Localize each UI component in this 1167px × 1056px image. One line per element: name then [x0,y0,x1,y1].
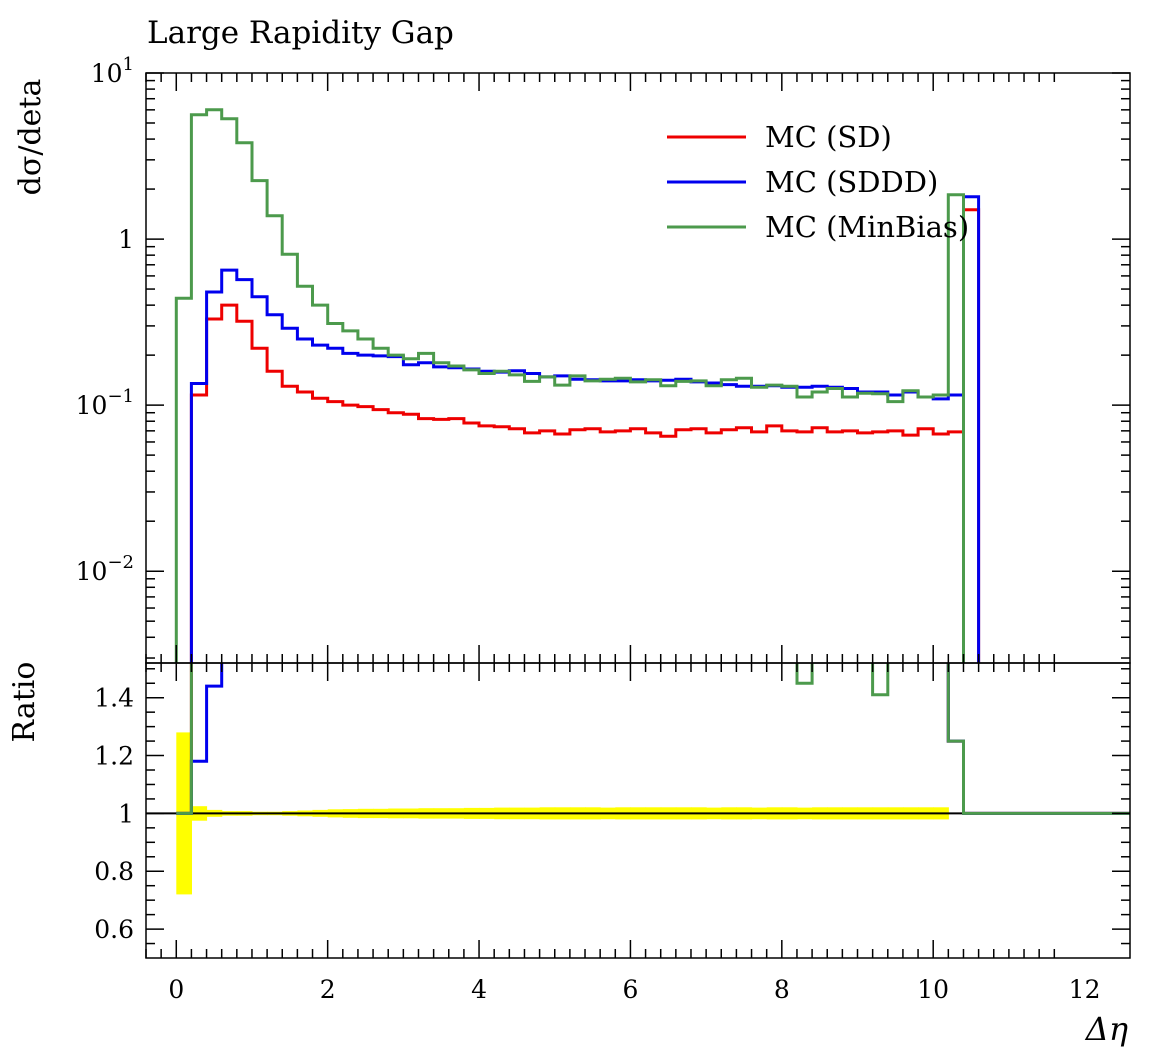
legend-label: MC (SDDD) [765,165,938,199]
ratio-y-ticks: 0.6 0.8 1 1.2 1.4 [94,668,1130,945]
ratio-series-0 [176,663,1130,815]
x-tick-label: 0 [168,975,184,1004]
x-tick-label: 8 [774,975,790,1004]
axes [145,72,1131,959]
ratio-series-1 [176,663,1130,815]
y-tick-label: 10−1 [76,386,134,420]
y-tick-label: 1 [118,225,134,254]
ratio-plot-series [146,663,1130,815]
ratio-series-2 [176,663,1130,815]
ratio-axis-label: Ratio [7,662,42,743]
x-ticks: 0 2 4 6 8 10 12 [145,73,1101,1004]
ratio-tick-label: 1.2 [94,742,134,771]
x-tick-label: 6 [622,975,638,1004]
legend-label: MC (SD) [765,120,892,154]
x-tick-label: 12 [1069,975,1101,1004]
chart-title: Large Rapidity Gap [147,15,454,51]
ratio-tick-label: 1 [118,799,134,828]
y-tick-label: 101 [91,54,134,88]
main-series-1 [189,195,981,663]
x-tick-label: 2 [320,975,336,1004]
x-tick-label: 4 [471,975,487,1004]
main-series-0 [189,208,981,663]
y-tick-label: 10−2 [76,552,134,586]
x-axis-label: Δη [1084,1010,1128,1048]
ratio-tick-label: 0.8 [94,857,134,886]
ratio-tick-label: 0.6 [94,915,134,944]
y-axis-label: dσ/deta [13,79,48,196]
ratio-frame [145,662,1131,959]
main-series-2 [174,108,965,663]
main-plot-series [174,108,981,663]
legend: MC (SD) MC (SDDD) MC (MinBias) [667,120,969,244]
main-frame [145,72,1131,664]
main-y-ticks: 101 1 10−1 10−2 [76,54,1130,659]
x-tick-label: 10 [917,975,949,1004]
ratio-tick-label: 1.4 [94,684,134,713]
legend-label: MC (MinBias) [765,210,969,244]
